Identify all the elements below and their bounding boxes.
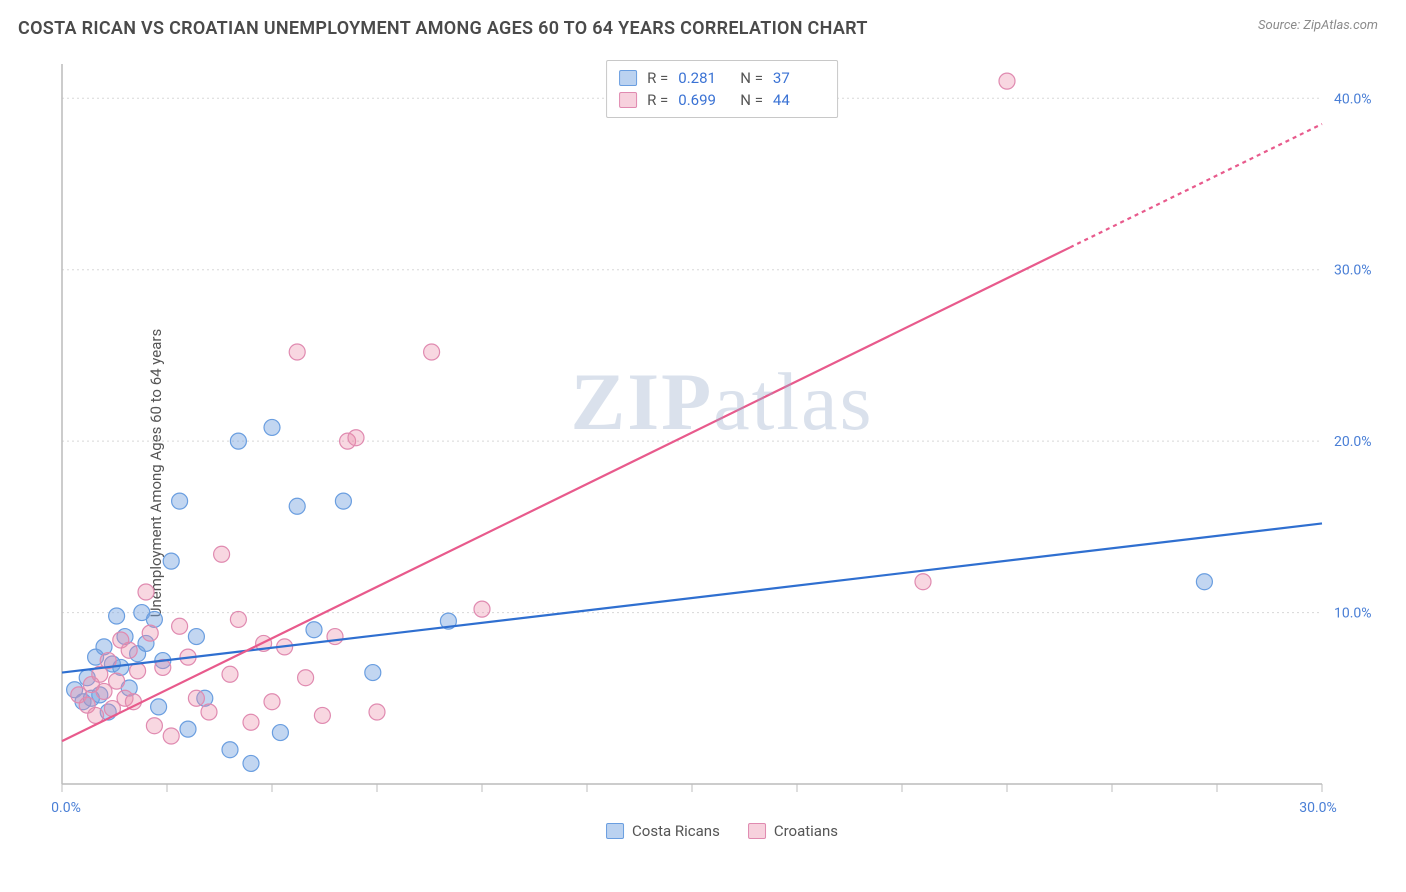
n-label: N = bbox=[740, 91, 763, 109]
legend-series-label: Croatians bbox=[774, 822, 838, 840]
scatter-svg: 10.0% 20.0% 30.0% 40.0% 0.0% 30.0% bbox=[52, 54, 1392, 844]
r-value: 0.699 bbox=[678, 91, 730, 109]
chart-source: Source: ZipAtlas.com bbox=[1258, 18, 1378, 33]
chart-title: COSTA RICAN VS CROATIAN UNEMPLOYMENT AMO… bbox=[18, 18, 868, 39]
r-value: 0.281 bbox=[678, 69, 730, 87]
legend-swatch-icon bbox=[606, 823, 624, 839]
correlation-legend: R = 0.281 N = 37 R = 0.699 N = 44 bbox=[606, 60, 838, 118]
n-label: N = bbox=[740, 69, 763, 87]
legend-swatch-icon bbox=[619, 92, 637, 108]
svg-text:40.0%: 40.0% bbox=[1334, 91, 1372, 107]
svg-text:20.0%: 20.0% bbox=[1334, 434, 1372, 450]
n-value: 37 bbox=[773, 69, 825, 87]
legend-series-item: Croatians bbox=[748, 822, 838, 840]
series-legend: Costa Ricans Croatians bbox=[606, 822, 838, 840]
legend-series-label: Costa Ricans bbox=[632, 822, 720, 840]
legend-swatch-icon bbox=[619, 70, 637, 86]
r-label: R = bbox=[647, 91, 668, 109]
legend-series-item: Costa Ricans bbox=[606, 822, 720, 840]
svg-text:0.0%: 0.0% bbox=[52, 800, 81, 816]
legend-stat-row: R = 0.699 N = 44 bbox=[619, 89, 825, 111]
svg-text:30.0%: 30.0% bbox=[1334, 263, 1372, 279]
n-value: 44 bbox=[773, 91, 825, 109]
legend-swatch-icon bbox=[748, 823, 766, 839]
legend-stat-row: R = 0.281 N = 37 bbox=[619, 67, 825, 89]
chart-container: Unemployment Among Ages 60 to 64 years 1… bbox=[0, 54, 1406, 892]
r-label: R = bbox=[647, 69, 668, 87]
svg-text:10.0%: 10.0% bbox=[1334, 606, 1372, 622]
svg-text:30.0%: 30.0% bbox=[1299, 800, 1337, 816]
plot-area: 10.0%20.0%30.0%40.0%0.0%30.0% ZIPatlas R… bbox=[52, 54, 1392, 844]
